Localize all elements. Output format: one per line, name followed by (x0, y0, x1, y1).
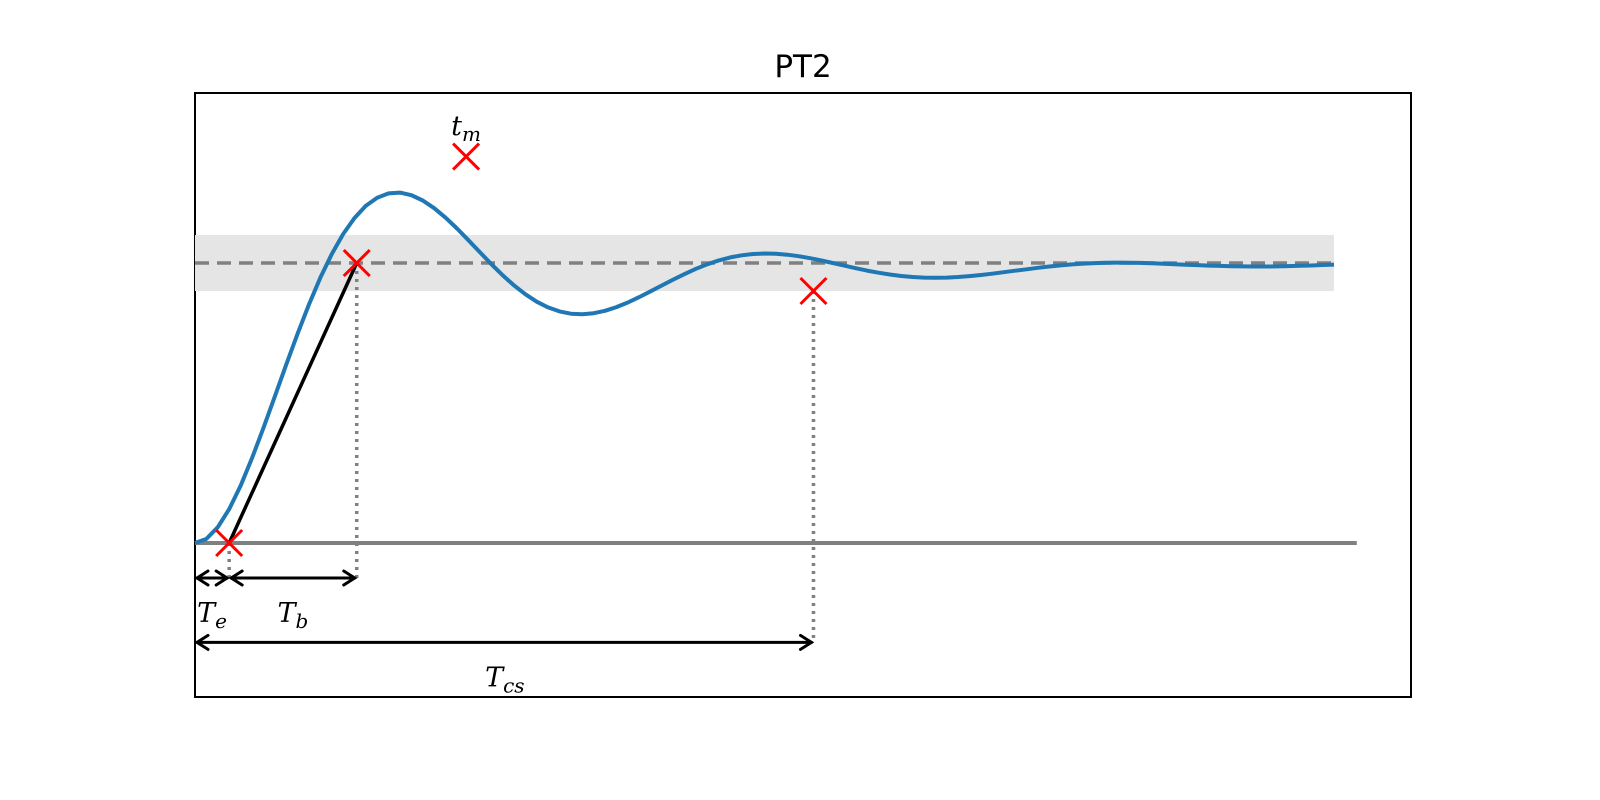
marker-3 (452, 142, 481, 171)
label-tm: tm (451, 111, 481, 146)
arrow-head-right (214, 569, 230, 587)
arrow-head-left (228, 569, 244, 587)
marker-2 (342, 248, 371, 278)
label-te: Te (197, 598, 227, 633)
arrow-head-right (342, 569, 358, 587)
arrow-tcs (194, 633, 815, 651)
marker-1 (215, 528, 244, 558)
series-layer (194, 190, 1335, 545)
label-tcs: Tcs (485, 662, 524, 697)
plot-area-frame (194, 92, 1412, 698)
arrow-tb (228, 569, 358, 587)
tangent-layer (227, 262, 359, 544)
arrow-head-left (194, 633, 210, 651)
labels-layer: tm Te Tb Tcs (197, 111, 524, 698)
tangent-line (227, 262, 359, 544)
marker-stroke (342, 248, 371, 278)
arrow-te (194, 569, 230, 587)
label-tb: Tb (278, 598, 309, 633)
reference-lines-layer (195, 261, 1357, 545)
marker-stroke (799, 276, 828, 306)
step-response-line (194, 190, 1335, 545)
arrows-layer (194, 569, 815, 651)
dotted-guides-layer (227, 263, 816, 643)
arrow-head-left (194, 569, 210, 587)
arrow-head-right (798, 633, 815, 651)
chart-title: PT2 (774, 49, 831, 85)
marker-stroke (452, 142, 481, 171)
marker-stroke (215, 528, 244, 558)
marker-4 (799, 276, 828, 306)
markers-layer (215, 142, 828, 558)
